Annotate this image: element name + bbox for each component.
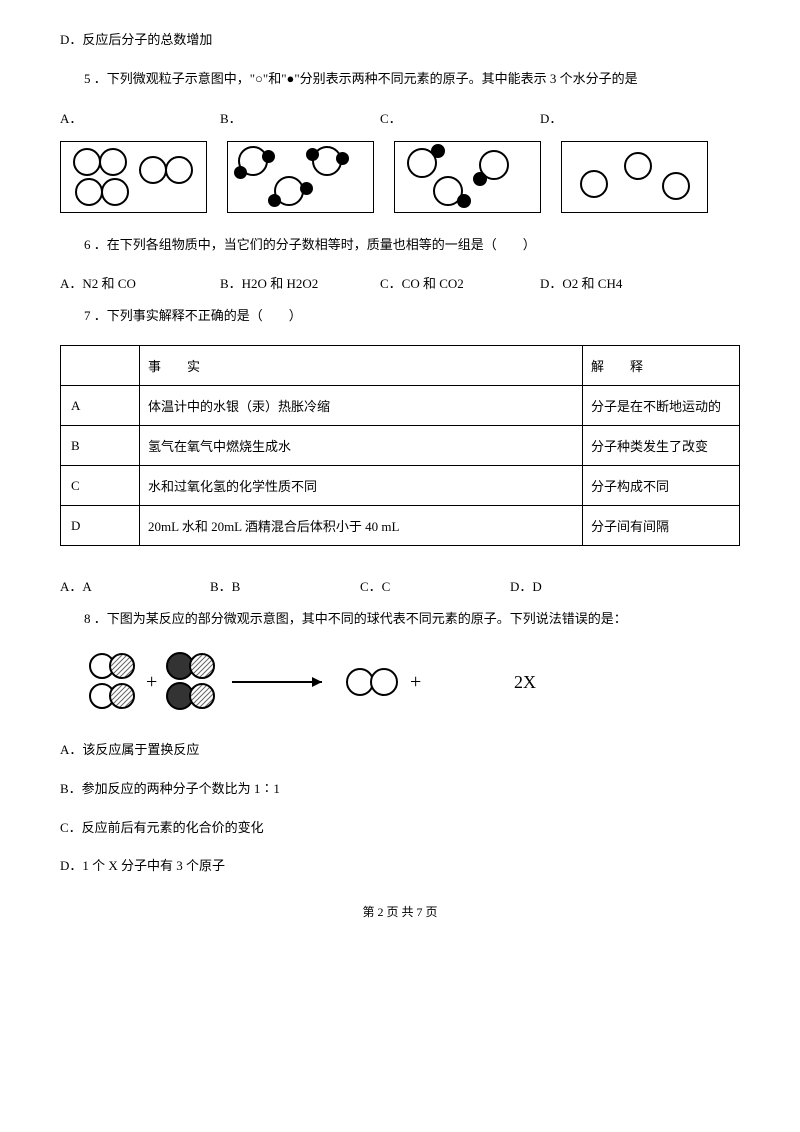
q6-opt-b: B．H2O 和 H2O2 <box>220 273 380 292</box>
th-fact: 事 实 <box>140 346 583 386</box>
page-footer: 第 2 页 共 7 页 <box>60 903 740 920</box>
svg-text:+: + <box>410 671 421 693</box>
q5-option-labels: A． B． C． D． <box>60 108 740 127</box>
q5-diagram-c <box>394 141 541 213</box>
table-row: B 氢气在氧气中燃烧生成水 分子种类发生了改变 <box>61 426 740 466</box>
q5-label-d: D． <box>540 108 700 127</box>
q7-table: 事 实 解 释 A 体温计中的水银（汞）热胀冷缩 分子是在不断地运动的 B 氢气… <box>60 345 740 546</box>
q8-stem: 8 ．下图为某反应的部分微观示意图，其中不同的球代表不同元素的原子。下列说法错误… <box>60 609 740 630</box>
th-exp: 解 释 <box>583 346 740 386</box>
q6-options: A．N2 和 CO B．H2O 和 H2O2 C．CO 和 CO2 D．O2 和… <box>60 273 740 292</box>
q7-opt-d: D．D <box>510 576 660 595</box>
q7-options: A．A B．B C．C D．D <box>60 576 740 595</box>
q7-opt-c: C．C <box>360 576 510 595</box>
reaction-diagram-icon: + + <box>84 648 504 718</box>
q8-opt-d: D．1 个 X 分子中有 3 个原子 <box>60 856 740 877</box>
q4-opt-d: D．反应后分子的总数增加 <box>60 30 740 51</box>
svg-text:+: + <box>146 671 157 693</box>
q5-label-c: C． <box>380 108 540 127</box>
q6-opt-a: A．N2 和 CO <box>60 273 220 292</box>
q5-diagram-b <box>227 141 374 213</box>
q5-diagram-d <box>561 141 708 213</box>
q7-opt-b: B．B <box>210 576 360 595</box>
table-row: C 水和过氧化氢的化学性质不同 分子构成不同 <box>61 466 740 506</box>
q6-opt-c: C．CO 和 CO2 <box>380 273 540 292</box>
q6-stem: 6 ．在下列各组物质中，当它们的分子数相等时，质量也相等的一组是（ ） <box>60 235 740 256</box>
q8-opt-c: C．反应前后有元素的化合价的变化 <box>60 818 740 839</box>
q6-opt-d: D．O2 和 CH4 <box>540 273 700 292</box>
q5-diagram-a <box>60 141 207 213</box>
table-row: 事 实 解 释 <box>61 346 740 386</box>
q5-label-b: B． <box>220 108 380 127</box>
q7-opt-a: A．A <box>60 576 210 595</box>
q5-label-a: A． <box>60 108 220 127</box>
q8-opt-a: A．该反应属于置换反应 <box>60 740 740 761</box>
q8-opt-b: B．参加反应的两种分子个数比为 1∶1 <box>60 779 740 800</box>
q8-2x: 2X <box>514 672 536 693</box>
table-row: D 20mL 水和 20mL 酒精混合后体积小于 40 mL 分子间有间隔 <box>61 506 740 546</box>
q5-diagrams <box>60 141 740 213</box>
q8-equation: + + 2X <box>84 648 740 718</box>
table-row: A 体温计中的水银（汞）热胀冷缩 分子是在不断地运动的 <box>61 386 740 426</box>
q7-stem: 7 ．下列事实解释不正确的是（ ） <box>60 306 740 327</box>
q5-stem: 5 ．下列微观粒子示意图中，"○"和"●"分别表示两种不同元素的原子。其中能表示… <box>60 69 740 90</box>
